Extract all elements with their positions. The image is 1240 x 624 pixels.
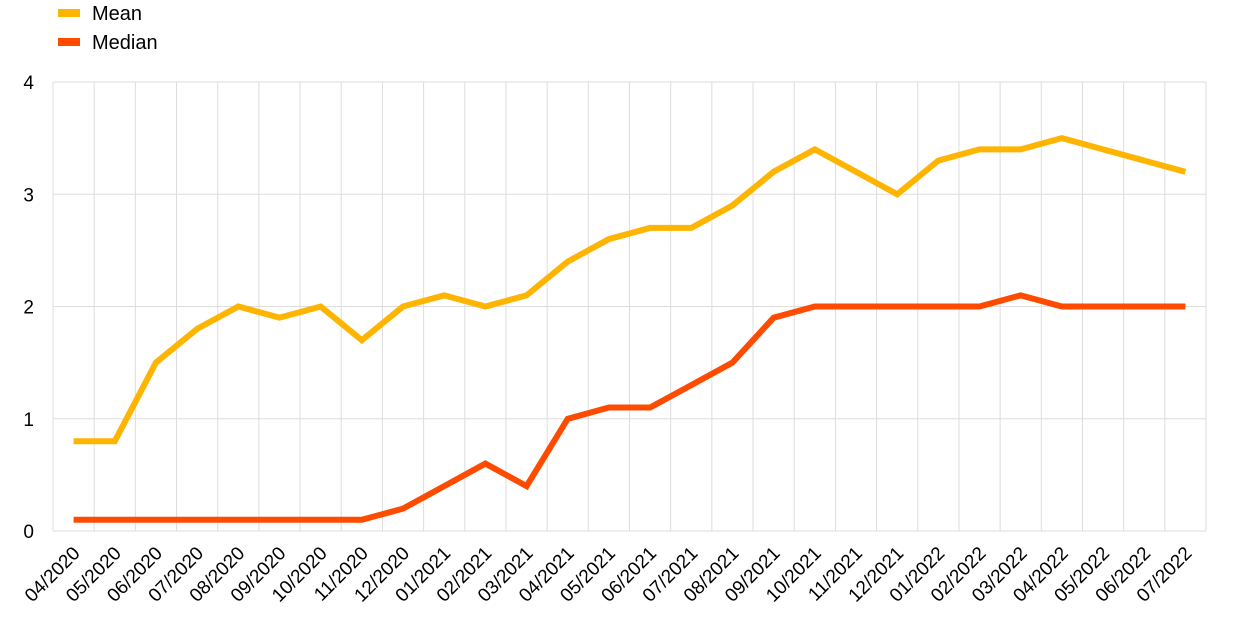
- y-tick-label: 0: [23, 522, 34, 543]
- legend-label-median: Median: [92, 32, 158, 54]
- legend-swatch-median: [58, 38, 80, 46]
- legend-swatch-mean: [58, 9, 80, 17]
- legend: Mean Median: [58, 3, 158, 54]
- y-tick-label: 2: [23, 298, 34, 319]
- legend-label-mean: Mean: [92, 3, 142, 25]
- y-axis: 0 1 2 3 4: [23, 73, 34, 543]
- series-lines: [73, 134, 1187, 523]
- x-axis: 04/202005/202006/202007/202008/202009/20…: [21, 543, 1196, 606]
- grid: [52, 81, 1207, 532]
- y-tick-label: 3: [23, 185, 34, 206]
- series-line-mean: [73, 134, 1187, 445]
- y-tick-label: 4: [23, 73, 34, 94]
- series-line-median: [73, 292, 1186, 523]
- y-tick-label: 1: [23, 410, 34, 431]
